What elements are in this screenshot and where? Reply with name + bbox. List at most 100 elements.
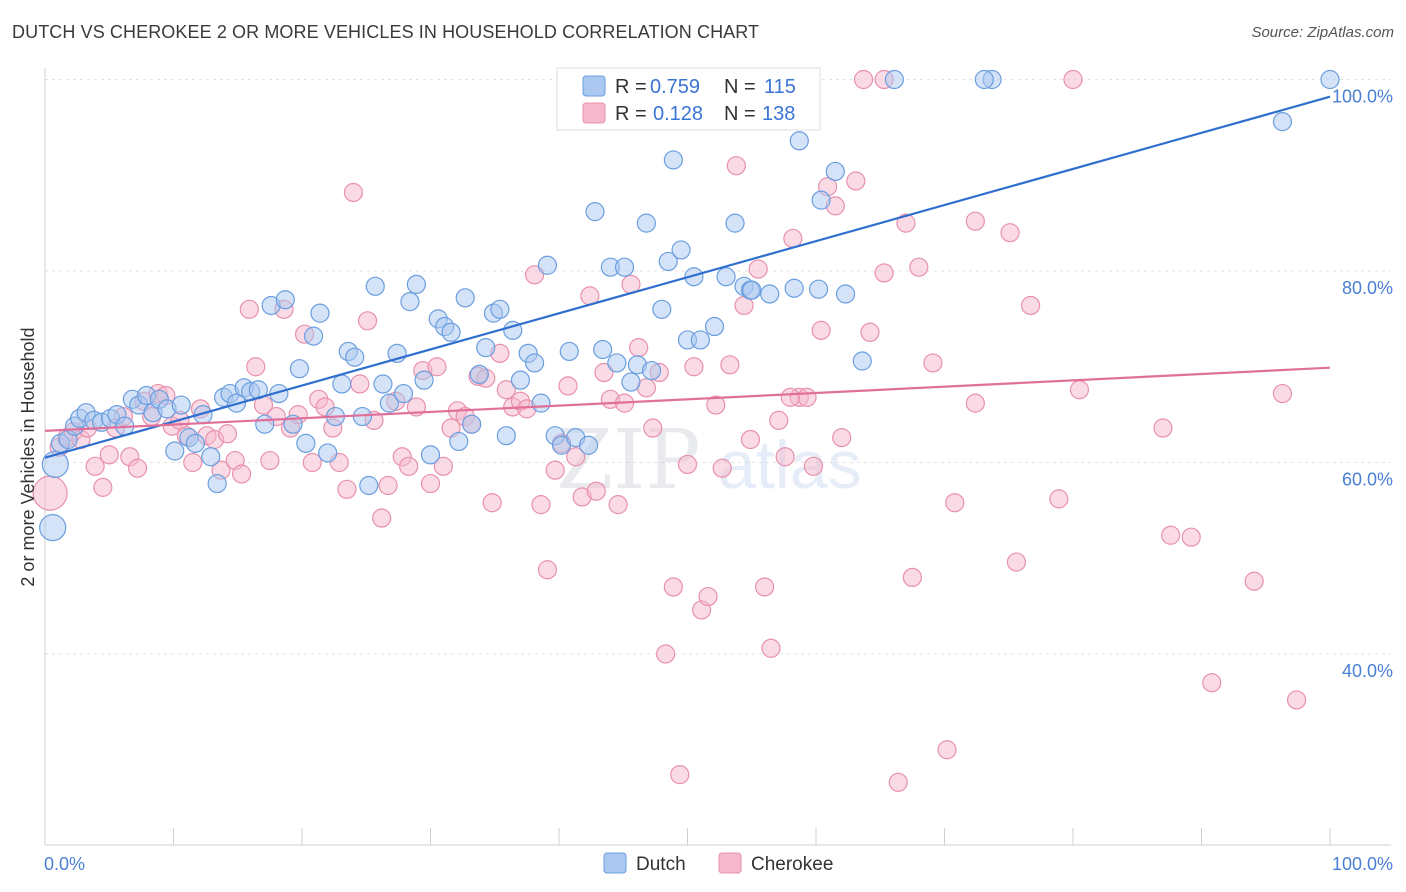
cherokee-point bbox=[832, 428, 852, 448]
source-label: Source: ZipAtlas.com bbox=[1251, 24, 1394, 41]
dutch-point bbox=[1320, 69, 1340, 90]
cherokee-point bbox=[239, 299, 259, 319]
dutch-point bbox=[400, 292, 420, 312]
cherokee-point bbox=[1181, 527, 1201, 547]
dutch-point bbox=[365, 276, 385, 296]
cherokee-point bbox=[1244, 571, 1264, 591]
trend-lines bbox=[44, 95, 1331, 459]
dutch-point bbox=[185, 433, 205, 453]
cherokee-point bbox=[496, 380, 516, 400]
dutch-point bbox=[585, 202, 605, 222]
dutch-trend-line bbox=[44, 95, 1331, 459]
legend-r-label-dutch: R = bbox=[615, 76, 647, 98]
cherokee-point bbox=[1063, 69, 1083, 90]
cherokee-point bbox=[566, 447, 586, 467]
cherokee-point bbox=[608, 495, 628, 515]
cherokee-point bbox=[85, 456, 105, 476]
cherokee-point bbox=[684, 357, 704, 377]
cherokee-point bbox=[803, 456, 824, 476]
dutch-point bbox=[420, 445, 441, 465]
dutch-point bbox=[296, 433, 316, 453]
legend-swatch-dutch bbox=[582, 75, 606, 97]
dutch-point bbox=[671, 240, 691, 260]
cherokee-point bbox=[888, 772, 908, 792]
cherokee-point bbox=[302, 452, 322, 473]
cherokee-point bbox=[183, 452, 203, 473]
dutch-point bbox=[607, 353, 627, 373]
dutch-point bbox=[808, 279, 829, 299]
dutch-point bbox=[39, 514, 67, 542]
cherokee-trend-line bbox=[44, 366, 1331, 433]
cherokee-point bbox=[246, 357, 266, 377]
bottom-legend: Dutch Cherokee bbox=[603, 852, 833, 875]
cherokee-point bbox=[663, 577, 683, 597]
cherokee-point bbox=[127, 458, 148, 478]
cherokee-point bbox=[1153, 418, 1173, 438]
bottom-legend-swatch-cherokee bbox=[718, 852, 742, 874]
cherokee-point bbox=[761, 638, 781, 658]
cherokee-point bbox=[1020, 295, 1041, 316]
legend-n-value-dutch: 115 bbox=[764, 76, 796, 98]
cherokee-point bbox=[670, 765, 690, 785]
dutch-point bbox=[379, 393, 399, 413]
dutch-point bbox=[1272, 112, 1293, 132]
cherokee-point bbox=[99, 445, 119, 465]
dutch-point bbox=[811, 190, 831, 210]
cherokee-point bbox=[677, 454, 698, 475]
dutch-point bbox=[255, 414, 275, 434]
dutch-point bbox=[658, 251, 678, 272]
cherokee-point bbox=[1006, 552, 1027, 572]
dutch-point bbox=[441, 322, 461, 342]
dutch-point bbox=[690, 330, 710, 350]
cherokee-point bbox=[32, 475, 68, 511]
dutch-point bbox=[165, 441, 185, 461]
dutch-point bbox=[789, 131, 809, 151]
dutch-point bbox=[742, 280, 762, 300]
cherokee-point bbox=[427, 357, 447, 377]
cherokee-point bbox=[232, 464, 252, 484]
dutch-point bbox=[725, 213, 745, 233]
dutch-point bbox=[318, 443, 338, 463]
cherokee-point bbox=[1049, 489, 1069, 509]
cherokee-point bbox=[629, 338, 649, 358]
cherokee-point bbox=[720, 355, 740, 375]
dutch-point bbox=[636, 213, 656, 233]
cherokee-point bbox=[350, 374, 370, 394]
dutch-point bbox=[275, 290, 295, 310]
dutch-point bbox=[310, 303, 330, 323]
cherokee-point bbox=[378, 475, 398, 496]
cherokee-point bbox=[780, 387, 800, 407]
dutch-point bbox=[652, 299, 672, 319]
dutch-point bbox=[496, 426, 516, 446]
cherokee-point bbox=[712, 458, 732, 478]
cherokee-point bbox=[545, 460, 565, 480]
cherokee-point bbox=[698, 586, 718, 607]
cherokee-point bbox=[372, 508, 392, 528]
dutch-point bbox=[825, 161, 845, 182]
dutch-point bbox=[663, 150, 683, 170]
dutch-point bbox=[641, 360, 662, 381]
cherokee-point bbox=[93, 477, 113, 497]
dutch-point bbox=[476, 338, 496, 358]
dutch-point bbox=[559, 341, 579, 362]
cherokee-point bbox=[558, 376, 578, 396]
dutch-point bbox=[303, 326, 324, 346]
dutch-point bbox=[852, 351, 872, 371]
cherokee-point bbox=[643, 418, 663, 438]
bottom-legend-cherokee: Cherokee bbox=[751, 854, 833, 875]
legend-n-label-dutch: N = bbox=[724, 76, 756, 98]
cherokee-point bbox=[1286, 690, 1307, 710]
cherokee-point bbox=[811, 320, 831, 340]
dutch-point bbox=[332, 374, 352, 394]
y-tick-labels: 40.0% 60.0% 80.0% 100.0% bbox=[1332, 87, 1393, 682]
y-tick-label: 80.0% bbox=[1342, 278, 1393, 298]
legend-n-value-cherokee: 138 bbox=[762, 103, 795, 125]
cherokee-point bbox=[937, 740, 957, 760]
cherokee-point bbox=[399, 456, 419, 476]
dutch-point bbox=[537, 255, 558, 275]
dutch-point bbox=[760, 284, 780, 304]
dutch-point bbox=[414, 370, 434, 390]
cherokee-point bbox=[748, 259, 768, 279]
y-tick-label: 100.0% bbox=[1332, 87, 1393, 107]
